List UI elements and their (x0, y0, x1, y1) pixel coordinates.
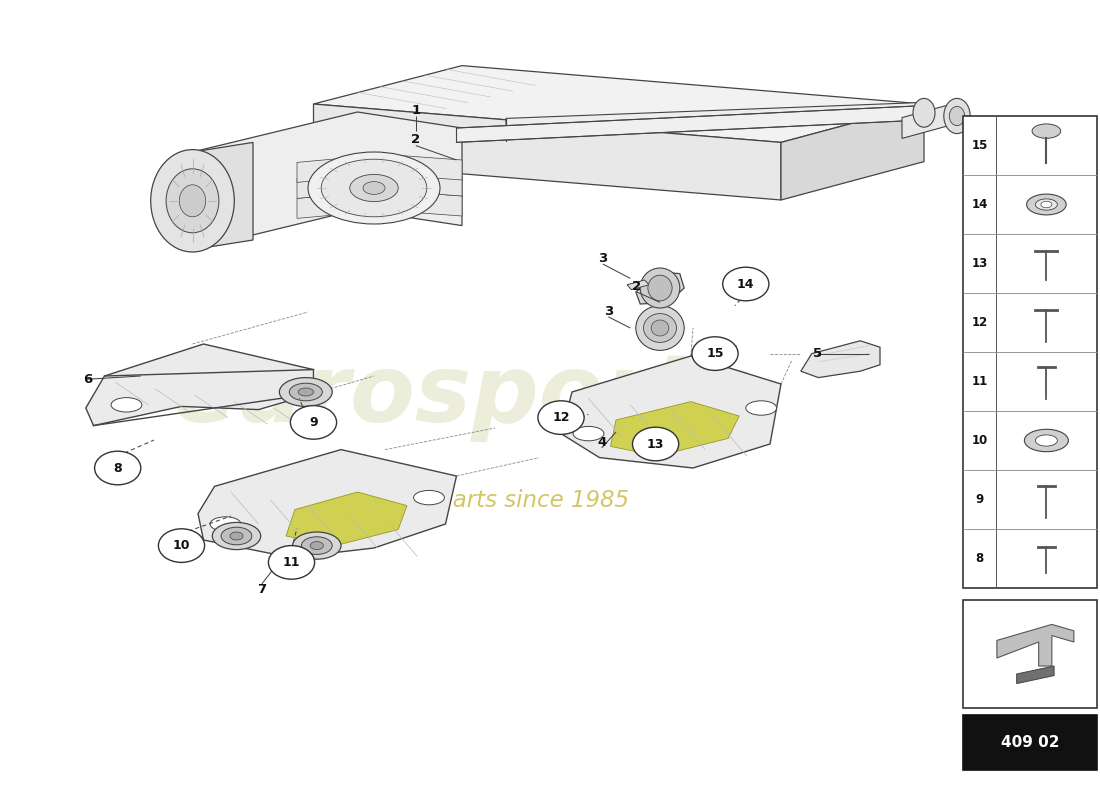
Ellipse shape (648, 275, 672, 301)
Ellipse shape (210, 517, 241, 531)
Circle shape (632, 427, 679, 461)
Ellipse shape (1035, 199, 1057, 210)
Ellipse shape (308, 152, 440, 224)
Text: 10: 10 (971, 434, 988, 447)
Circle shape (290, 406, 337, 439)
Ellipse shape (949, 106, 965, 126)
Ellipse shape (212, 522, 261, 550)
Text: 12: 12 (552, 411, 570, 424)
Text: 11: 11 (283, 556, 300, 569)
Polygon shape (286, 492, 407, 546)
Ellipse shape (293, 532, 341, 559)
Polygon shape (86, 344, 313, 426)
Ellipse shape (651, 320, 669, 336)
Text: 1: 1 (411, 104, 420, 117)
Text: 15: 15 (706, 347, 724, 360)
Text: 14: 14 (971, 198, 988, 211)
FancyBboxPatch shape (964, 116, 1097, 588)
Text: 13: 13 (647, 438, 664, 450)
Ellipse shape (640, 268, 680, 308)
Polygon shape (610, 402, 739, 456)
FancyBboxPatch shape (964, 715, 1097, 770)
Circle shape (158, 529, 205, 562)
Ellipse shape (166, 169, 219, 233)
Circle shape (723, 267, 769, 301)
Ellipse shape (746, 401, 777, 415)
Ellipse shape (944, 98, 970, 134)
Polygon shape (297, 190, 462, 218)
Ellipse shape (573, 426, 604, 441)
Text: 8: 8 (976, 552, 983, 565)
Ellipse shape (414, 490, 444, 505)
Circle shape (95, 451, 141, 485)
Text: 8: 8 (113, 462, 122, 474)
Circle shape (538, 401, 584, 434)
Ellipse shape (310, 542, 323, 550)
Ellipse shape (1024, 430, 1068, 452)
Text: 2: 2 (411, 133, 420, 146)
Ellipse shape (221, 527, 252, 545)
Ellipse shape (363, 182, 385, 194)
Polygon shape (192, 112, 462, 250)
Ellipse shape (298, 388, 314, 396)
Polygon shape (192, 142, 253, 250)
Polygon shape (297, 170, 462, 198)
Text: a passion for parts since 1985: a passion for parts since 1985 (284, 489, 629, 511)
Polygon shape (627, 280, 649, 290)
FancyBboxPatch shape (964, 600, 1097, 708)
Text: 7: 7 (257, 583, 266, 596)
Polygon shape (997, 624, 1074, 666)
Polygon shape (314, 66, 924, 142)
Polygon shape (198, 450, 456, 558)
Text: 9: 9 (976, 493, 983, 506)
Polygon shape (297, 154, 462, 182)
Text: 4: 4 (597, 436, 606, 449)
Ellipse shape (279, 378, 332, 406)
Ellipse shape (644, 314, 676, 342)
Text: 6: 6 (84, 373, 92, 386)
Polygon shape (1016, 666, 1054, 683)
Text: 12: 12 (971, 316, 988, 329)
Text: 11: 11 (971, 375, 988, 388)
Ellipse shape (321, 159, 427, 217)
Ellipse shape (289, 383, 322, 401)
Text: 15: 15 (971, 139, 988, 152)
Ellipse shape (111, 398, 142, 412)
Ellipse shape (1041, 202, 1052, 208)
Ellipse shape (179, 185, 206, 217)
Ellipse shape (636, 306, 684, 350)
Polygon shape (801, 341, 880, 378)
Text: 13: 13 (971, 257, 988, 270)
Ellipse shape (913, 98, 935, 127)
Text: 10: 10 (173, 539, 190, 552)
Polygon shape (456, 106, 924, 142)
Polygon shape (314, 104, 781, 200)
Text: 5: 5 (813, 347, 822, 360)
Circle shape (268, 546, 315, 579)
Ellipse shape (301, 537, 332, 554)
Polygon shape (636, 272, 684, 304)
Text: 3: 3 (604, 305, 613, 318)
Polygon shape (561, 356, 781, 468)
Circle shape (692, 337, 738, 370)
Text: 14: 14 (737, 278, 755, 290)
Ellipse shape (1032, 124, 1060, 138)
Ellipse shape (1035, 435, 1057, 446)
Ellipse shape (1026, 194, 1066, 215)
Ellipse shape (151, 150, 234, 252)
Text: 2: 2 (632, 280, 641, 293)
Text: 9: 9 (309, 416, 318, 429)
Ellipse shape (350, 174, 398, 202)
Polygon shape (781, 104, 924, 200)
Text: eurosports: eurosports (173, 350, 751, 442)
Ellipse shape (282, 382, 312, 396)
Text: 409 02: 409 02 (1001, 735, 1059, 750)
Polygon shape (506, 102, 924, 131)
Polygon shape (902, 106, 957, 138)
Text: 3: 3 (598, 252, 607, 265)
Ellipse shape (230, 532, 243, 540)
